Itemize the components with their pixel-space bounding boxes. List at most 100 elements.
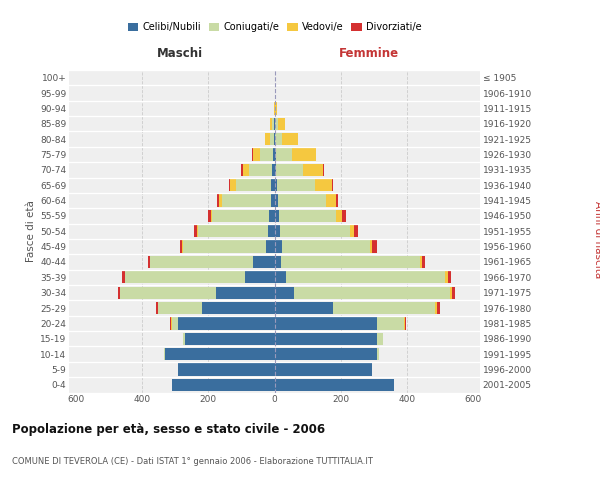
Bar	[172, 378, 275, 391]
Bar	[149, 256, 150, 268]
Bar	[268, 225, 275, 237]
Bar	[437, 302, 440, 314]
Bar	[377, 318, 404, 330]
Text: COMUNE DI TEVEROLA (CE) - Dati ISTAT 1° gennaio 2006 - Elaborazione TUTTITALIA.I: COMUNE DI TEVEROLA (CE) - Dati ISTAT 1° …	[12, 458, 373, 466]
Bar	[302, 164, 323, 176]
Bar	[230, 179, 236, 192]
Bar	[336, 210, 343, 222]
Bar	[452, 286, 455, 299]
Bar	[422, 256, 425, 268]
Bar	[275, 210, 280, 222]
Bar	[212, 210, 269, 222]
Bar	[178, 318, 275, 330]
Bar	[445, 271, 448, 283]
Bar	[185, 332, 275, 345]
Bar	[182, 240, 184, 253]
Bar	[323, 164, 324, 176]
Bar	[377, 332, 383, 345]
Bar	[275, 118, 278, 130]
Bar	[120, 286, 121, 299]
Bar	[448, 271, 451, 283]
Bar	[272, 118, 274, 130]
Bar	[242, 164, 248, 176]
Bar	[275, 348, 377, 360]
Bar	[332, 302, 435, 314]
Bar	[275, 133, 282, 145]
Bar	[164, 348, 165, 360]
Bar	[282, 133, 298, 145]
Bar	[270, 133, 274, 145]
Bar	[275, 378, 394, 391]
Bar	[121, 286, 217, 299]
Bar	[275, 164, 276, 176]
Bar	[404, 318, 406, 330]
Bar	[276, 148, 292, 160]
Bar	[122, 271, 125, 283]
Bar	[326, 194, 336, 206]
Bar	[229, 179, 230, 192]
Bar	[280, 225, 350, 237]
Bar	[271, 194, 275, 206]
Bar	[241, 164, 242, 176]
Bar	[171, 318, 172, 330]
Bar	[150, 256, 253, 268]
Bar	[278, 194, 326, 206]
Bar	[435, 302, 437, 314]
Bar	[275, 364, 372, 376]
Bar	[275, 332, 377, 345]
Bar	[202, 302, 275, 314]
Bar	[265, 133, 270, 145]
Bar	[343, 210, 346, 222]
Bar	[276, 164, 302, 176]
Bar	[350, 225, 354, 237]
Text: Maschi: Maschi	[157, 48, 203, 60]
Bar	[275, 225, 280, 237]
Bar	[172, 318, 178, 330]
Bar	[125, 271, 245, 283]
Bar	[184, 240, 266, 253]
Bar	[275, 286, 295, 299]
Bar	[198, 225, 268, 237]
Bar	[332, 179, 334, 192]
Bar	[219, 194, 223, 206]
Bar	[273, 148, 275, 160]
Bar	[370, 240, 372, 253]
Bar	[211, 210, 212, 222]
Bar	[170, 318, 171, 330]
Bar	[275, 194, 278, 206]
Bar	[269, 118, 272, 130]
Bar	[275, 256, 281, 268]
Bar	[275, 318, 377, 330]
Bar	[295, 286, 450, 299]
Bar	[274, 118, 275, 130]
Bar	[269, 210, 275, 222]
Bar	[208, 210, 211, 222]
Bar	[278, 118, 285, 130]
Bar	[336, 194, 338, 206]
Bar	[194, 225, 197, 237]
Bar	[275, 102, 277, 115]
Bar	[372, 240, 377, 253]
Bar	[245, 271, 275, 283]
Bar	[178, 364, 275, 376]
Text: Popolazione per età, sesso e stato civile - 2006: Popolazione per età, sesso e stato civil…	[12, 422, 325, 436]
Bar	[421, 256, 422, 268]
Bar	[282, 240, 370, 253]
Bar	[118, 286, 120, 299]
Bar	[180, 240, 182, 253]
Bar	[377, 348, 379, 360]
Bar	[236, 179, 271, 192]
Bar	[165, 348, 275, 360]
Bar	[272, 164, 275, 176]
Bar	[275, 240, 282, 253]
Legend: Celibi/Nubili, Coniugati/e, Vedovi/e, Divorziati/e: Celibi/Nubili, Coniugati/e, Vedovi/e, Di…	[124, 18, 425, 36]
Bar	[156, 302, 158, 314]
Bar	[280, 210, 336, 222]
Bar	[184, 332, 185, 345]
Bar	[275, 302, 332, 314]
Bar	[197, 225, 198, 237]
Bar	[275, 148, 276, 160]
Text: Anni di nascita: Anni di nascita	[593, 202, 600, 278]
Bar	[281, 256, 421, 268]
Bar	[253, 148, 260, 160]
